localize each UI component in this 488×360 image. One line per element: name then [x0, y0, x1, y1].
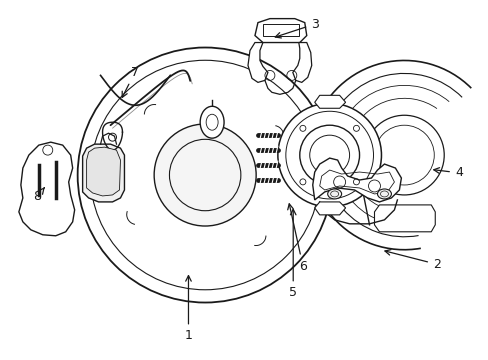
- Polygon shape: [19, 142, 75, 236]
- Polygon shape: [82, 144, 124, 202]
- Ellipse shape: [78, 48, 332, 302]
- Text: 8: 8: [33, 188, 44, 203]
- Text: 1: 1: [184, 276, 192, 342]
- Polygon shape: [314, 95, 345, 108]
- Ellipse shape: [154, 124, 256, 226]
- Polygon shape: [374, 205, 434, 232]
- Polygon shape: [247, 42, 267, 82]
- Ellipse shape: [299, 125, 359, 185]
- Text: 3: 3: [275, 18, 318, 38]
- Ellipse shape: [377, 189, 390, 199]
- Text: 2: 2: [384, 249, 440, 271]
- Polygon shape: [314, 202, 345, 215]
- Text: 5: 5: [288, 209, 297, 300]
- Text: 6: 6: [287, 204, 306, 273]
- Ellipse shape: [327, 189, 341, 199]
- Ellipse shape: [200, 106, 224, 138]
- Polygon shape: [254, 19, 306, 42]
- Ellipse shape: [277, 103, 381, 207]
- Polygon shape: [292, 42, 311, 82]
- Ellipse shape: [285, 111, 373, 199]
- Polygon shape: [312, 158, 401, 202]
- Text: 4: 4: [433, 166, 462, 179]
- Polygon shape: [86, 147, 120, 196]
- Text: 7: 7: [122, 66, 139, 98]
